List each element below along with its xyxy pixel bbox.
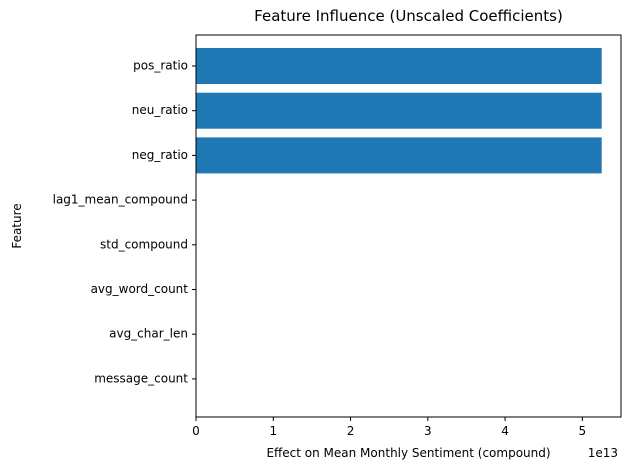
x-axis-label: Effect on Mean Monthly Sentiment (compou… xyxy=(266,446,550,460)
x-tick-label: 3 xyxy=(424,424,432,438)
y-tick-label: neu_ratio xyxy=(132,103,188,117)
x-axis-scale-label: 1e13 xyxy=(588,446,618,460)
x-tick-label: 1 xyxy=(269,424,277,438)
bar-neu_ratio xyxy=(196,92,602,129)
x-tick-label: 4 xyxy=(501,424,509,438)
y-tick-label: neg_ratio xyxy=(132,148,188,162)
bar-neg_ratio xyxy=(196,137,602,174)
y-axis-ticks: pos_ratio neu_ratio neg_ratio lag1_mean_com… xyxy=(53,59,196,385)
y-tick-label: lag1_mean_compound xyxy=(53,193,188,207)
y-tick-label: pos_ratio xyxy=(133,59,188,73)
x-tick-label: 5 xyxy=(579,424,587,438)
bar-series xyxy=(196,48,602,174)
x-tick-label: 0 xyxy=(192,424,200,438)
bar-pos_ratio xyxy=(196,48,602,84)
y-tick-label: message_count xyxy=(94,371,188,385)
chart-title: Feature Influence (Unscaled Coefficients… xyxy=(254,7,563,25)
x-axis-ticks: 0 1 2 3 4 5 xyxy=(192,417,586,438)
plot-frame xyxy=(195,34,622,418)
y-tick-label: std_compound xyxy=(100,237,188,251)
y-axis-label: Feature xyxy=(10,203,24,248)
y-tick-label: avg_word_count xyxy=(91,282,189,296)
x-tick-label: 2 xyxy=(347,424,355,438)
y-tick-label: avg_char_len xyxy=(109,327,188,341)
